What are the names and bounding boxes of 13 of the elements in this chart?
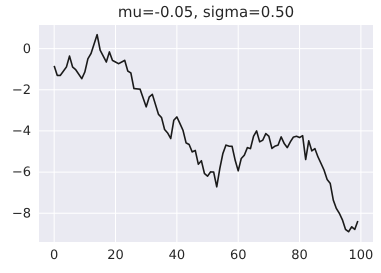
y-tick-label: −6 (12, 165, 31, 180)
x-tick-label: 60 (230, 248, 246, 264)
chart-title: mu=-0.05, sigma=0.50 (118, 3, 294, 21)
x-tick-label: 40 (168, 248, 186, 264)
x-tick-label: 100 (348, 248, 374, 264)
y-tick-label: −8 (12, 206, 31, 222)
y-tick-label: 0 (22, 42, 31, 57)
y-tick-label: −2 (12, 82, 31, 98)
x-tick-label: 0 (50, 248, 58, 264)
y-tick-label: −4 (12, 124, 31, 140)
line-series (53, 34, 359, 233)
x-tick-label: 20 (107, 248, 124, 264)
x-tick-label: 80 (291, 248, 308, 264)
